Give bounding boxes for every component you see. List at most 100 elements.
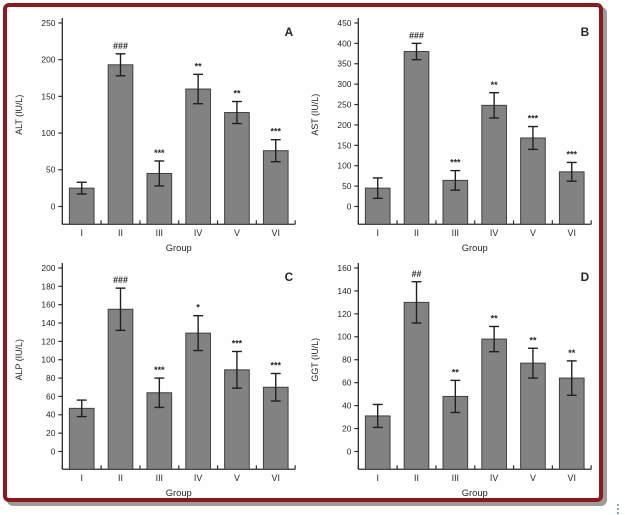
sig-label-IV: ** [491,314,498,324]
panel-label-D: D [581,270,590,284]
bar-IV [481,104,507,225]
y-tick-label: 0 [347,446,352,456]
panel-label-B: B [581,25,590,39]
figure-frame: 0 50 100 150 200 250 I ### II *** III ** IV ** V *** VI A… [3,3,603,502]
sig-label-III: *** [450,158,461,168]
y-tick-label: 100 [337,332,351,342]
sig-label-III: *** [154,148,165,158]
bar-IV [185,332,211,470]
y-tick-label: 140 [337,286,351,296]
bar-II [403,51,430,225]
y-tick-label: 0 [51,446,56,456]
x-tick-label-IV: IV [490,228,498,238]
charts-grid: 0 50 100 150 200 250 I ### II *** III ** IV ** V *** VI A… [11,9,603,499]
y-tick-label: 120 [41,336,55,346]
y-tick-label: 160 [41,300,55,310]
bar-IV [481,338,507,470]
x-axis-title: Group [166,243,192,253]
x-tick-label-VI: VI [568,473,576,483]
y-tick-label: 350 [337,59,351,69]
chart-svg-d: 0 20 40 60 80 100 120 140 160 I ## II ** III ** IV ** V **… [310,263,592,498]
y-tick-label: 200 [337,120,351,130]
sig-label-V: ** [233,89,240,99]
panel-d: 0 20 40 60 80 100 120 140 160 I ## II ** III ** IV ** V **… [307,254,603,499]
chart-svg-a: 0 50 100 150 200 250 I ### II *** III ** IV ** V *** VI A… [14,18,296,253]
panel-label-C: C [285,270,294,284]
y-tick-label: 40 [342,401,352,411]
sig-label-IV: ** [491,80,498,90]
x-tick-label-III: III [452,228,459,238]
x-tick-label-I: I [80,473,82,483]
y-tick-label: 80 [342,355,352,365]
sig-label-III: *** [154,365,165,375]
sig-label-IV: ** [195,61,202,71]
sig-label-VI: *** [271,361,282,371]
x-tick-label-V: V [234,473,240,483]
bar-V [520,137,546,225]
y-tick-label: 200 [41,263,55,273]
y-tick-label: 20 [46,428,56,438]
sig-label-V: ** [529,335,536,345]
x-tick-label-I: I [80,228,82,238]
y-tick-label: 50 [46,165,56,175]
x-tick-label-III: III [156,228,163,238]
y-tick-label: 150 [337,140,351,150]
panel-c: 0 20 40 60 80 100 120 140 160 180 200 I ### II *** III *… [11,254,307,499]
sig-label-II: ### [409,30,424,40]
y-axis-title: AST (IU/L) [310,94,320,136]
x-tick-label-I: I [376,228,378,238]
y-axis-title: ALP (IU/L) [14,339,24,380]
y-tick-label: 160 [337,263,351,273]
x-axis-title: Group [462,488,488,498]
y-tick-label: 40 [46,410,56,420]
bar-I [68,407,95,470]
x-tick-label-IV: IV [490,473,498,483]
panel-b: 0 50 100 150 200 250 300 350 400 450 I ### II *** III *… [307,9,603,254]
y-tick-label: 250 [41,18,55,28]
y-tick-label: 80 [46,373,56,383]
x-tick-label-IV: IV [194,473,202,483]
y-tick-label: 120 [337,309,351,319]
chart-svg-c: 0 20 40 60 80 100 120 140 160 180 200 I ### II *** III *… [14,263,296,498]
sig-label-V: *** [232,339,243,349]
y-tick-label: 100 [337,161,351,171]
bar-V [520,362,546,470]
bar-I [364,415,391,470]
y-tick-label: 400 [337,38,351,48]
text-caret-artifact [617,504,621,514]
bar-IV [185,88,211,225]
x-tick-label-VI: VI [272,473,280,483]
x-tick-label-V: V [530,228,536,238]
x-tick-label-IV: IV [194,228,202,238]
x-tick-label-III: III [156,473,163,483]
sig-label-IV: * [196,303,200,313]
y-tick-label: 250 [337,99,351,109]
y-tick-label: 60 [46,391,56,401]
x-axis-title: Group [462,243,488,253]
y-tick-label: 140 [41,318,55,328]
sig-label-III: ** [452,367,459,377]
y-tick-label: 20 [342,424,352,434]
y-tick-label: 180 [41,281,55,291]
x-tick-label-II: II [118,228,123,238]
y-tick-label: 100 [41,128,55,138]
panel-label-A: A [285,25,294,39]
x-tick-label-VI: VI [568,228,576,238]
y-tick-label: 100 [41,355,55,365]
bar-II [107,308,134,470]
bar-V [224,112,250,225]
y-tick-label: 300 [337,79,351,89]
x-tick-label-III: III [452,473,459,483]
y-tick-label: 450 [337,18,351,28]
sig-label-VI: *** [567,150,578,160]
sig-label-II: ### [113,275,128,285]
sig-label-VI: ** [568,348,575,358]
x-tick-label-II: II [118,473,123,483]
x-axis-title: Group [166,488,192,498]
x-tick-label-VI: VI [272,228,280,238]
sig-label-V: *** [528,114,539,124]
y-tick-label: 0 [51,201,56,211]
y-axis-title: ALT (IU/L) [14,95,24,135]
x-tick-label-I: I [376,473,378,483]
chart-svg-b: 0 50 100 150 200 250 300 350 400 450 I ### II *** III *… [310,18,592,253]
